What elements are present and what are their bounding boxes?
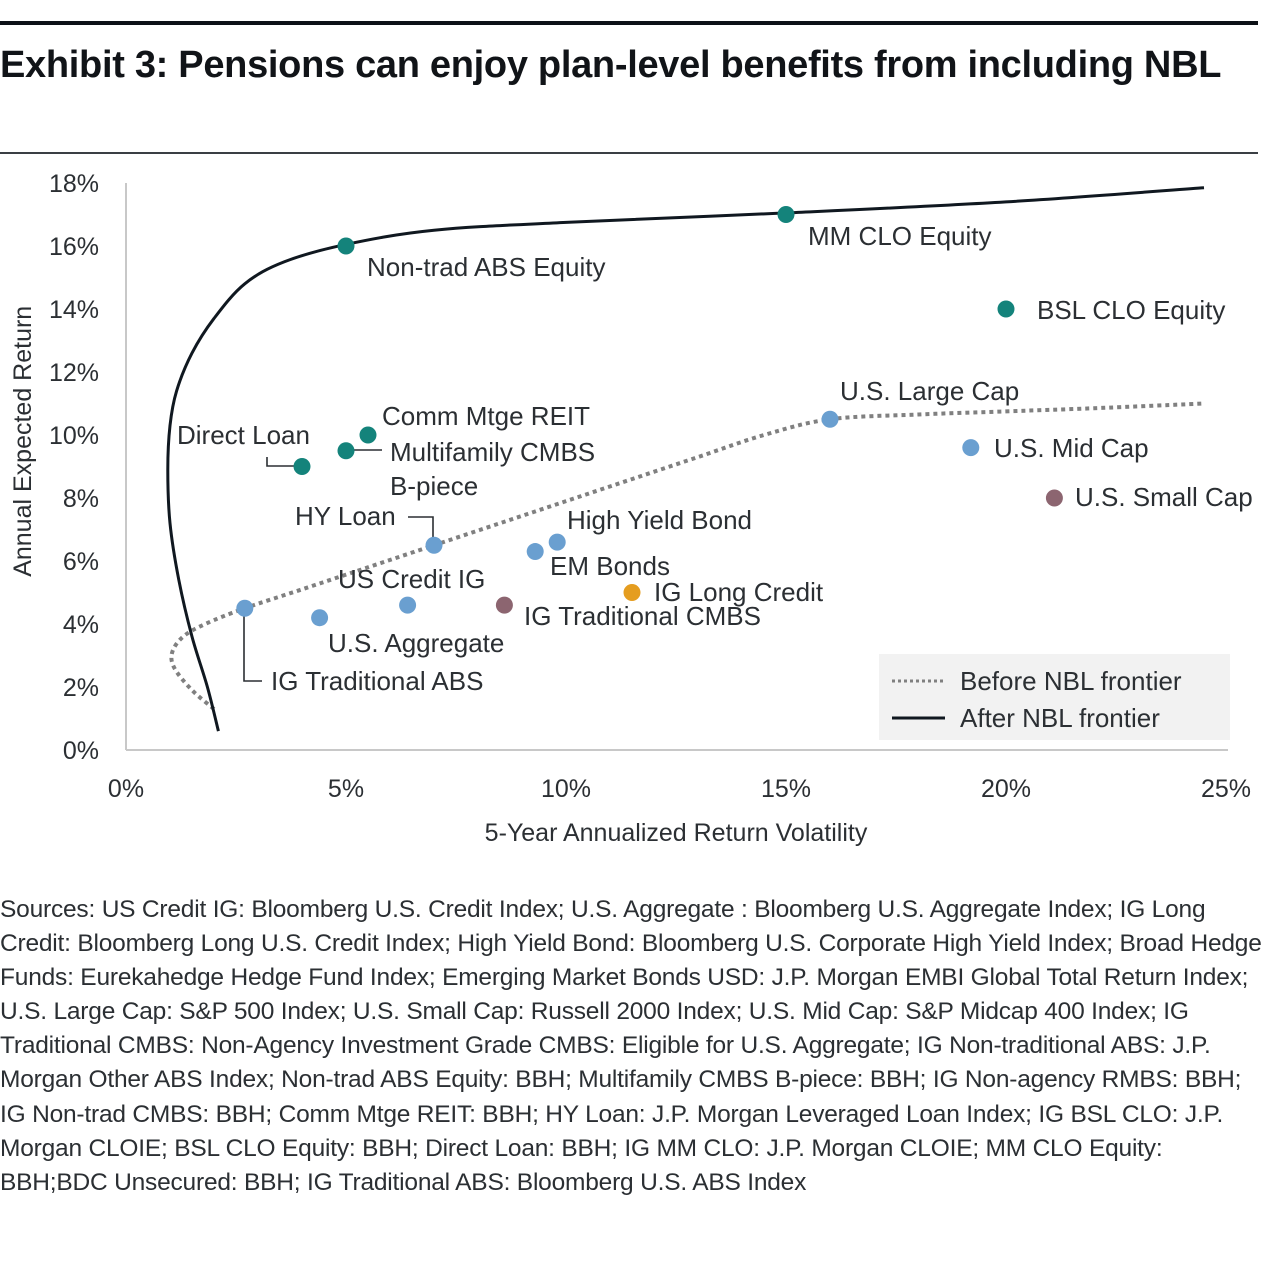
- point-mm-clo-equity: [777, 206, 795, 223]
- x-tick-label: 25%: [1201, 775, 1251, 803]
- label-ig-traditional-abs: IG Traditional ABS: [271, 666, 483, 696]
- label-ig-traditional-cmbs: IG Traditional CMBS: [524, 601, 761, 631]
- title-divider: [0, 152, 1258, 154]
- data-points: [236, 206, 1063, 627]
- label-u-s-mid-cap: U.S. Mid Cap: [994, 433, 1149, 463]
- point-ig-long-credit: [623, 584, 641, 601]
- before-nbl-frontier-line: [169, 401, 1205, 711]
- y-tick-label: 18%: [49, 170, 99, 198]
- label-u-s-large-cap: U.S. Large Cap: [840, 376, 1019, 406]
- legend-label: Before NBL frontier: [960, 666, 1182, 696]
- page-title: Exhibit 3: Pensions can enjoy plan-level…: [0, 44, 1222, 86]
- x-tick-label: 20%: [981, 775, 1031, 803]
- point-hy-loan: [425, 536, 443, 554]
- y-tick-label: 0%: [63, 737, 99, 765]
- axes: 0% 2% 4% 6% 8% 10% 12% 14% 16% 18% 0% 5% 10% 15% 20% 25…: [9, 170, 1251, 847]
- y-tick-label: 16%: [49, 233, 99, 261]
- y-tick-label: 6%: [63, 548, 99, 576]
- point-us-credit-ig: [399, 596, 417, 614]
- scatter-chart: 0% 2% 4% 6% 8% 10% 12% 14% 16% 18% 0% 5% 10% 15% 20% 25…: [9, 170, 1253, 847]
- hy-loan-leader: [408, 516, 434, 545]
- label-direct-loan: Direct Loan: [177, 420, 310, 450]
- x-tick-label: 10%: [541, 775, 591, 803]
- label-bsl-clo-equity: BSL CLO Equity: [1037, 295, 1225, 325]
- x-tick-label: 5%: [328, 775, 364, 803]
- legend-label: After NBL frontier: [960, 703, 1160, 733]
- point-u-s-large-cap: [821, 410, 839, 428]
- point-non-trad-abs-equity: [337, 237, 355, 255]
- sources-note: Sources: US Credit IG: Bloomberg U.S. Cr…: [0, 896, 1262, 1196]
- legend-box: [879, 654, 1230, 740]
- label-hy-loan: HY Loan: [295, 501, 396, 531]
- ig-trad-abs-leader: [243, 610, 262, 682]
- point-em-bonds: [526, 543, 544, 561]
- x-axis-title: 5-Year Annualized Return Volatility: [485, 819, 868, 847]
- label-mm-clo-equity: MM CLO Equity: [808, 221, 992, 251]
- point-labels: Non-trad ABS Equity MM CLO Equity BSL CLO …: [177, 221, 1253, 696]
- x-tick-label: 0%: [108, 775, 144, 803]
- label-multifamily-cmbs-b-piece-line2: B-piece: [390, 471, 478, 501]
- label-ig-long-credit: IG Long Credit: [654, 577, 824, 607]
- top-rule: [0, 21, 1258, 25]
- y-axis-title: Annual Expected Return: [9, 306, 37, 577]
- legend: Before NBL frontier After NBL frontier: [879, 654, 1230, 740]
- point-u-s-aggregate: [311, 609, 329, 627]
- point-high-yield-bond: [548, 533, 566, 551]
- leader-lines: [243, 449, 434, 682]
- point-u-s-small-cap: [1045, 489, 1063, 507]
- point-direct-loan: [293, 458, 311, 475]
- point-u-s-mid-cap: [962, 439, 980, 457]
- label-multifamily-cmbs-b-piece-line1: Multifamily CMBS: [390, 437, 595, 467]
- point-multifamily-cmbs-b-piece: [337, 442, 355, 460]
- label-u-s-aggregate: U.S. Aggregate: [328, 628, 504, 658]
- y-tick-label: 12%: [49, 359, 99, 387]
- label-non-trad-abs-equity: Non-trad ABS Equity: [367, 252, 605, 282]
- y-tick-label: 4%: [63, 611, 99, 639]
- x-tick-label: 15%: [761, 775, 811, 803]
- y-tick-label: 2%: [63, 674, 99, 702]
- y-tick-label: 14%: [49, 296, 99, 324]
- point-ig-traditional-abs: [236, 599, 254, 617]
- point-ig-traditional-cmbs: [495, 596, 513, 614]
- y-tick-label: 8%: [63, 485, 99, 513]
- label-comm-mtge-reit: Comm Mtge REIT: [382, 401, 590, 431]
- label-high-yield-bond: High Yield Bond: [567, 505, 752, 535]
- point-comm-mtge-reit: [359, 426, 377, 444]
- y-tick-label: 10%: [49, 422, 99, 450]
- direct-loan-leader: [266, 457, 300, 467]
- label-em-bonds: EM Bonds: [550, 551, 670, 581]
- label-us-credit-ig: US Credit IG: [338, 564, 485, 594]
- label-u-s-small-cap: U.S. Small Cap: [1075, 482, 1253, 512]
- point-bsl-clo-equity: [997, 300, 1015, 318]
